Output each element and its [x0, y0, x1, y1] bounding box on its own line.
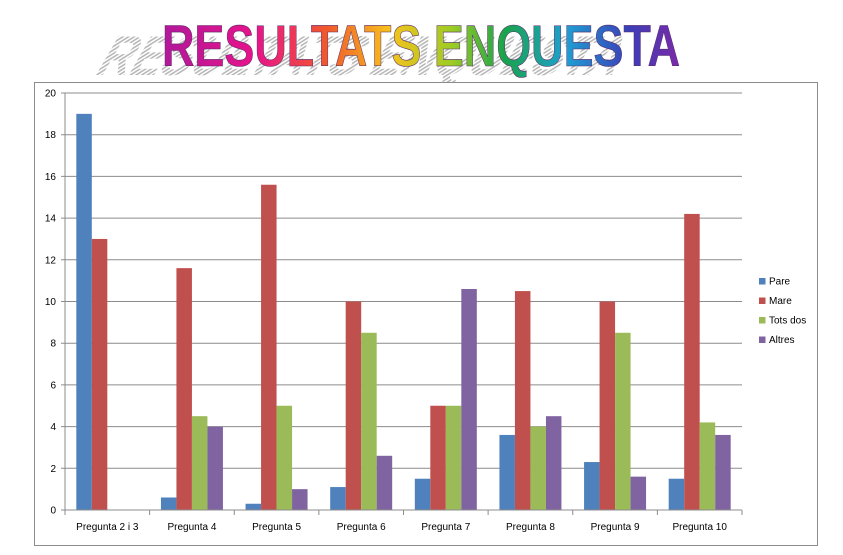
y-tick-label: 18 [45, 130, 57, 141]
legend-label-pare: Pare [769, 277, 791, 288]
x-tick-label: Pregunta 4 [167, 522, 216, 533]
wordart-title: RESULTATS ENQUESTA RESULTATS ENQUESTA [86, 14, 680, 85]
y-tick-label: 8 [50, 339, 56, 350]
y-tick-label: 2 [50, 464, 56, 475]
bar-altres [630, 476, 647, 510]
x-tick-label: Pregunta 6 [337, 522, 386, 533]
bar-pare [499, 434, 515, 510]
bar-tots-dos [361, 332, 377, 510]
bar-tots-dos [191, 416, 208, 510]
x-tick-label: Pregunta 5 [252, 522, 301, 533]
legend-label-mare: Mare [769, 296, 792, 307]
y-tick-label: 10 [45, 297, 57, 308]
bar-tots-dos [445, 405, 462, 510]
legend-swatch-mare [759, 297, 766, 304]
y-tick-label: 0 [50, 506, 56, 517]
bar-altres [207, 426, 223, 510]
legend-label-altres: Altres [769, 335, 795, 346]
bar-altres [545, 416, 562, 510]
bar-pare [330, 487, 346, 510]
bar-altres [376, 455, 393, 510]
bar-tots-dos [615, 332, 631, 510]
y-tick-label: 4 [50, 422, 56, 433]
bar-tots-dos [276, 405, 293, 510]
bar-altres [292, 489, 308, 510]
bar-pare [160, 497, 177, 510]
legend-swatch-tots-dos [759, 317, 766, 324]
bar-mare [91, 238, 108, 510]
bar-mare [261, 184, 277, 511]
x-tick-label: Pregunta 9 [591, 522, 640, 533]
bar-mare [684, 213, 700, 510]
bar-mare [514, 291, 531, 510]
bar-pare [668, 478, 685, 510]
bar-pare [414, 478, 431, 510]
bar-tots-dos [699, 422, 716, 510]
y-tick-label: 12 [45, 255, 57, 266]
legend-swatch-pare [759, 278, 766, 285]
bar-mare [430, 405, 446, 510]
x-tick-label: Pregunta 10 [672, 522, 727, 533]
y-tick-label: 6 [50, 380, 56, 391]
y-tick-label: 20 [45, 89, 57, 100]
page-title: RESULTATS ENQUESTA [162, 14, 680, 79]
x-tick-label: Pregunta 2 i 3 [76, 522, 139, 533]
y-tick-label: 16 [45, 172, 57, 183]
bar-pare [584, 462, 600, 510]
x-tick-label: Pregunta 8 [506, 522, 555, 533]
bar-altres [461, 288, 477, 510]
bar-pare [76, 113, 92, 510]
bar-tots-dos [530, 426, 546, 510]
bar-mare [599, 301, 616, 510]
y-tick-label: 14 [45, 214, 57, 225]
legend-swatch-altres [759, 336, 766, 343]
bar-altres [715, 434, 731, 510]
bar-mare [176, 268, 192, 510]
wordart-shadow: RESULTATS ENQUESTA [86, 24, 642, 85]
legend-label-tots-dos: Tots dos [769, 316, 806, 327]
bar-mare [345, 301, 362, 510]
x-tick-label: Pregunta 7 [421, 522, 470, 533]
bar-pare [245, 503, 262, 510]
